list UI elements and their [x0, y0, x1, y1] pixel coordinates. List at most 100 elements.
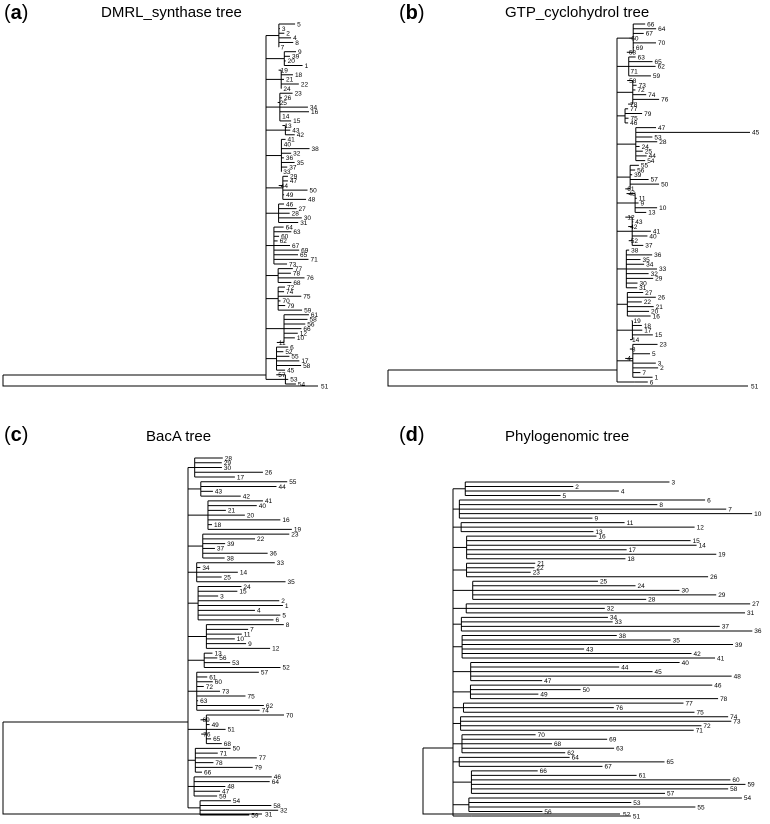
tree-leaf-label: 4 [257, 608, 261, 615]
tree-leaf-label: 53 [290, 377, 298, 384]
panel-d-title: Phylogenomic tree [505, 428, 630, 445]
tree-leaf-label: 34 [310, 104, 318, 111]
tree-leaf-label: 71 [631, 68, 639, 75]
tree-leaf-label: 10 [297, 335, 305, 342]
tree-leaf-label: 47 [658, 125, 666, 132]
tree-leaf-label: 33 [283, 169, 291, 176]
tree-leaf-label: 67 [292, 243, 300, 250]
tree-leaf-label: 30 [639, 280, 647, 287]
tree-leaf-label: 13 [648, 210, 656, 217]
tree-leaf-label: 14 [632, 337, 640, 344]
tree-leaf-label: 64 [658, 26, 666, 33]
tree-leaf-label: 71 [696, 728, 704, 735]
tree-leaf-label: 49 [540, 691, 548, 698]
tree-leaf-label: 54 [233, 798, 241, 805]
tree-leaf-label: 64 [286, 224, 294, 231]
tree-leaf-label: 11 [244, 631, 251, 638]
tree-leaf-label: 48 [734, 673, 742, 680]
tree-leaf-label: 75 [303, 294, 311, 301]
tree-leaf-label: 61 [627, 186, 635, 193]
tree-leaf-label: 11 [627, 520, 634, 527]
tree-leaf-label: 77 [630, 106, 638, 113]
tree-leaf-label: 9 [594, 515, 598, 522]
tree-leaf-label: 76 [661, 97, 669, 104]
tree-leaf-label: 26 [265, 470, 273, 477]
tree-leaf-label: 35 [673, 637, 681, 644]
tree-leaf-label: 39 [735, 642, 743, 649]
tree-leaf-label: 37 [217, 546, 225, 553]
tree-leaf-label: 22 [536, 565, 544, 572]
tree-leaf-label: 69 [203, 717, 211, 724]
tree-leaf-label: 53 [633, 800, 641, 807]
tree-leaf-label: 29 [224, 460, 232, 467]
tree-leaf-label: 28 [648, 597, 656, 604]
tree-leaf-label: 41 [288, 137, 296, 144]
tree-leaf-label: 30 [224, 465, 232, 472]
panel-c: (c) BacA tree 31 28 29 30 26 17 55 44 43 42 41 40 21… [0, 418, 385, 824]
tree-leaf-label: 49 [286, 192, 294, 199]
tree-leaf-label: 37 [645, 243, 653, 250]
tree-leaf-label: 41 [653, 229, 661, 236]
tree-leaf-label: 7 [281, 44, 285, 51]
tree-leaf-label: 5 [282, 612, 286, 619]
tree-leaf-label: 58 [303, 363, 311, 370]
tree-leaf-label: 18 [295, 72, 303, 79]
tree-leaf-label: 71 [310, 257, 318, 264]
tree-leaf-label: 22 [644, 299, 652, 306]
tree-leaf-label: 66 [303, 326, 311, 333]
tree-leaf-label: 30 [304, 215, 312, 222]
tree-leaf-label: 20 [651, 309, 659, 316]
tree-leaf-label: 3 [220, 593, 224, 600]
tree-leaf-label: 42 [297, 132, 305, 139]
tree-leaf-label: 13 [214, 650, 222, 657]
tree-b-svg: 5166646760706968636562715958737274767877… [387, 21, 760, 391]
tree-leaf-label: 2 [281, 598, 285, 605]
tree-leaf-label: 63 [200, 698, 208, 705]
tree-leaf-label: 22 [301, 81, 309, 88]
tree-leaf-label: 16 [311, 109, 319, 116]
tree-leaf-label: 74 [648, 92, 656, 99]
tree-leaf-label: 6 [707, 497, 711, 504]
tree-leaf-label: 7 [642, 370, 646, 377]
tree-leaf-label: 78 [293, 271, 301, 278]
tree-leaf-label: 72 [206, 684, 214, 691]
tree-leaf-label: 61 [311, 312, 319, 319]
tree-leaf-label: 50 [583, 687, 591, 694]
tree-leaf-label: 32 [651, 271, 659, 278]
tree-leaf-label: 9 [641, 200, 645, 207]
tree-leaf-label: 35 [297, 160, 305, 167]
tree-leaf-label: 32 [293, 151, 301, 158]
tree-leaf-label: 58 [629, 78, 637, 85]
panel-b: (b) GTP_cyclohydrol tree 51 66 64 67 60 70 69 6… [385, 0, 770, 412]
tree-leaf-label: 6 [290, 344, 294, 351]
tree-leaf-label: 44 [649, 153, 657, 160]
tree-leaf-label: 48 [227, 784, 235, 791]
tree-leaf-label: 31 [639, 285, 647, 292]
tree-leaf-label: 21 [286, 77, 294, 84]
tree-leaf-label: 45 [752, 130, 760, 137]
tree-leaf-label: 78 [720, 696, 728, 703]
tree-leaf-label: 62 [658, 64, 666, 71]
tree-leaf-label: 78 [215, 760, 223, 767]
tree-leaf-label: 17 [237, 474, 245, 481]
tree-leaf-label: 72 [703, 723, 711, 730]
tree-leaf-label: 28 [292, 211, 300, 218]
tree-leaf-label: 17 [629, 547, 637, 554]
tree-leaf-label: 46 [630, 120, 638, 127]
tree-leaf-label: 27 [752, 601, 760, 608]
tree-leaf-label: 74 [262, 708, 270, 715]
tree-leaf-label: 69 [301, 247, 309, 254]
tree-leaf-label: 65 [655, 59, 663, 66]
tree-leaf-label: 15 [655, 332, 663, 339]
tree-leaf-label: 54 [298, 381, 306, 388]
tree-leaf-label: 32 [607, 606, 615, 613]
tree-leaf-label: 44 [278, 484, 286, 491]
tree-leaf-label: 12 [627, 214, 635, 221]
tree-leaf-label: 29 [718, 592, 726, 599]
tree-leaf-label: 60 [732, 777, 740, 784]
tree-leaf-label: 46 [714, 682, 722, 689]
tree-leaf-label: 73 [289, 261, 297, 268]
tree-leaf-label: 62 [280, 238, 288, 245]
tree-leaf-label: 46 [274, 774, 282, 781]
tree-leaf-label: 68 [554, 741, 562, 748]
